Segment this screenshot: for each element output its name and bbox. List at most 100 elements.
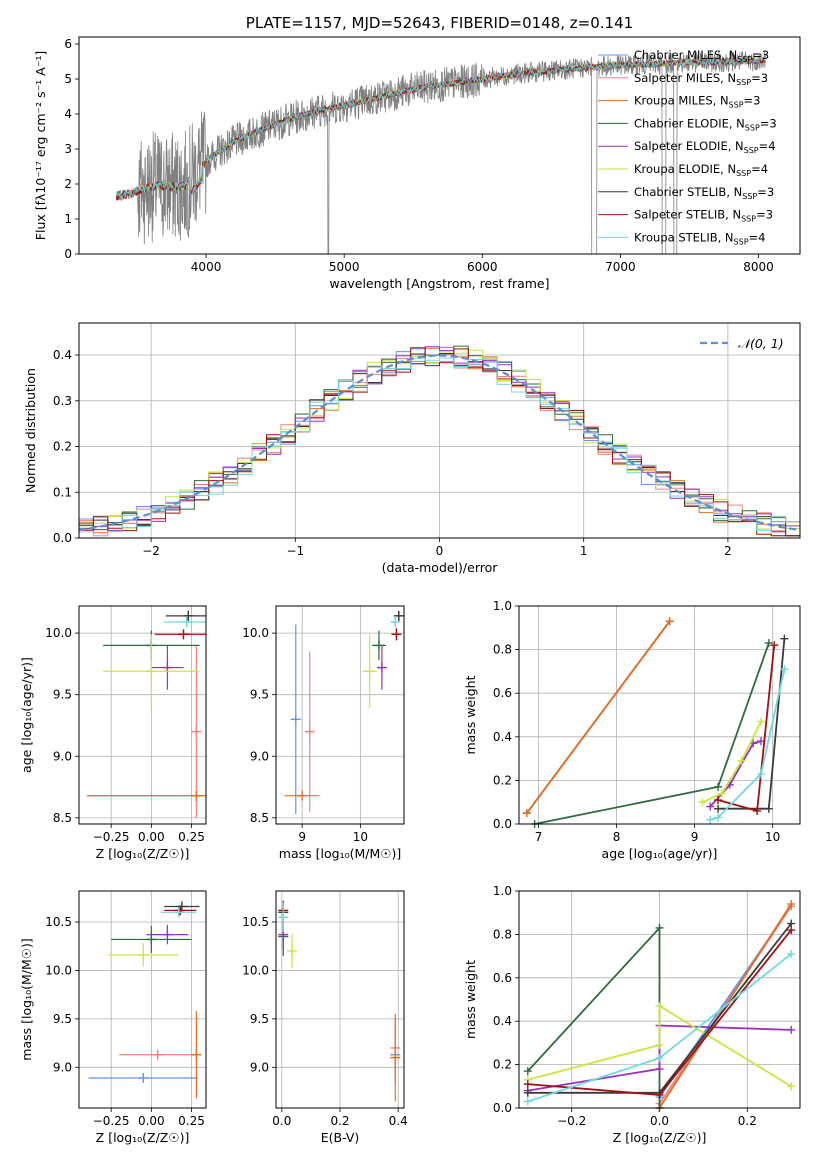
- axes-frame: [78, 36, 801, 255]
- series-kroupa_elodie: [527, 1004, 792, 1088]
- axes-mass_vs_z: −0.25 0.00 0.25 9.0 9.5 10.0 10.5 Z [log₁₀(Z/Z☉…: [19, 891, 206, 1145]
- axis-label-x: (data-model)/error: [382, 560, 499, 575]
- axis-label-y: Normed distribution: [23, 368, 38, 493]
- tick-label-y: 4: [64, 107, 72, 121]
- legend-label: Salpeter ELODIE, NSSP=4: [634, 139, 776, 155]
- tick-label-x: 9: [691, 830, 699, 844]
- tick-label-y: 10.5: [242, 915, 269, 929]
- tick-label-x: −0.2: [557, 1114, 586, 1128]
- tick-label-x: 4000: [191, 260, 222, 274]
- axis-label-y: Flux [fλ10⁻¹⁷ erg cm⁻² s⁻¹ A⁻¹]: [33, 51, 48, 240]
- weight-plot-weight_vs_z: [523, 900, 796, 1112]
- tick-label-y: 5: [64, 72, 72, 86]
- axes-weight_vs_z: −0.2 0.0 0.2 0.0 0.2 0.4 0.6 0.8 1.0 Z [log₁₀(Z/Z…: [463, 884, 800, 1145]
- tick-label-y: 1.0: [493, 599, 512, 613]
- legend-label: Salpeter MILES, NSSP=3: [634, 71, 768, 87]
- tick-label-y: 9.0: [250, 1060, 269, 1074]
- tick-label-y: 0.8: [493, 643, 512, 657]
- histogram-kroupa_stelib: [79, 357, 800, 537]
- tick-label-y: 9.5: [53, 1012, 72, 1026]
- axis-label-x: Z [log₁₀(Z/Z☉)]: [96, 1130, 190, 1145]
- tick-label-x: 0.00: [138, 830, 165, 844]
- series-chabrier_elodie: [527, 925, 661, 1108]
- axes-frame: [78, 890, 207, 1109]
- tick-label-y: 0.2: [53, 440, 72, 454]
- tick-label-y: 0: [64, 247, 72, 261]
- spectrum-legend: Chabrier MILES, NSSP=3 Salpeter MILES, NS…: [598, 48, 777, 246]
- legend-label: Kroupa MILES, NSSP=3: [634, 94, 760, 110]
- histogram-chabrier_stelib: [79, 353, 800, 537]
- axis-label-x: wavelength [Angstrom, rest frame]: [329, 276, 549, 291]
- axis-label-x: E(B-V): [321, 1130, 360, 1145]
- tick-label-x: 0.4: [389, 1114, 408, 1128]
- tick-label-y: 10.0: [242, 626, 269, 640]
- series-kroupa_miles: [526, 620, 671, 814]
- tick-label-y: 9.5: [250, 1012, 269, 1026]
- axes-frame: [275, 605, 405, 825]
- legend-label: Kroupa ELODIE, NSSP=4: [634, 162, 768, 178]
- legend-label: Chabrier ELODIE, NSSP=3: [634, 116, 777, 132]
- axes-frame: [518, 890, 801, 1109]
- axis-label-x: Z [log₁₀(Z/Z☉)]: [96, 846, 190, 861]
- errorbar-plot-mass_vs_z: [88, 901, 202, 1099]
- tick-label-y: 1.0: [493, 884, 512, 898]
- tick-label-x: −0.25: [93, 1114, 130, 1128]
- tick-label-y: 9.0: [250, 749, 269, 763]
- tick-label-y: 1: [64, 212, 72, 226]
- tick-label-x: 6000: [467, 260, 498, 274]
- normal-curve: [79, 354, 800, 532]
- tick-label-y: 10.0: [45, 626, 72, 640]
- errorbar-plot-mass_vs_ebv: [278, 900, 401, 1102]
- weight-plot-weight_vs_age: [522, 617, 789, 828]
- tick-label-x: 0.2: [738, 1114, 757, 1128]
- tick-label-x: 7: [535, 830, 543, 844]
- tick-label-y: 0.0: [53, 531, 72, 545]
- tick-label-y: 0.2: [493, 773, 512, 787]
- tick-label-y: 0.8: [493, 927, 512, 941]
- series-chabrier_elodie: [534, 642, 770, 825]
- legend-label: Kroupa STELIB, NSSP=4: [634, 230, 765, 246]
- tick-label-x: 1: [580, 544, 588, 558]
- axes-frame: [78, 605, 207, 825]
- tick-label-x: −2: [142, 544, 160, 558]
- tick-label-x: 8: [613, 830, 621, 844]
- tick-label-y: 0.6: [493, 686, 512, 700]
- tick-label-x: 10: [353, 830, 368, 844]
- axes-frame: [275, 890, 405, 1109]
- errorbar-plot-age_vs_mass: [284, 610, 404, 815]
- legend-label: Chabrier STELIB, NSSP=3: [634, 185, 774, 201]
- tick-label-x: 7000: [605, 260, 636, 274]
- series-kroupa_stelib: [709, 669, 786, 821]
- tick-label-y: 0.1: [53, 485, 72, 499]
- series-kroupa_elodie: [702, 721, 762, 804]
- tick-label-y: 0.4: [493, 730, 512, 744]
- axes-age_vs_mass: 9 10 8.5 9.0 9.5 10.0 mass [log₁₀(M/M☉)]: [242, 606, 404, 861]
- tick-label-x: 10: [765, 830, 780, 844]
- tick-label-x: 0.25: [178, 1114, 205, 1128]
- tick-label-x: 0.2: [330, 1114, 349, 1128]
- tick-label-y: 0.4: [493, 1014, 512, 1028]
- axis-label-x: age [log₁₀(age/yr)]: [602, 846, 718, 861]
- axes-spectrum: 4000 5000 6000 7000 8000 0 1 2 3 4 5 6 wavelength [A…: [33, 37, 774, 291]
- legend-label: Salpeter STELIB, NSSP=3: [634, 208, 773, 224]
- tick-label-x: 0.00: [138, 1114, 165, 1128]
- tick-label-y: 10.0: [45, 963, 72, 977]
- tick-label-x: 0.25: [178, 830, 205, 844]
- tick-label-y: 8.5: [250, 811, 269, 825]
- chart-title: PLATE=1157, MJD=52643, FIBERID=0148, z=0…: [246, 14, 633, 32]
- tick-label-y: 6: [64, 37, 72, 51]
- axis-label-y: mass weight: [463, 960, 478, 1039]
- tick-label-x: −0.25: [93, 830, 130, 844]
- tick-label-y: 0.0: [493, 817, 512, 831]
- tick-label-x: 0.0: [272, 1114, 291, 1128]
- axis-label-y: age [log₁₀(age/yr)]: [19, 657, 34, 773]
- axes-frame: [78, 322, 801, 539]
- tick-label-y: 9.5: [53, 688, 72, 702]
- tick-label-x: −1: [286, 544, 304, 558]
- axis-label-y: mass weight: [463, 675, 478, 754]
- axes-age_vs_z: −0.25 0.00 0.25 8.5 9.0 9.5 10.0 Z [log₁₀(Z/Z☉)…: [19, 606, 206, 861]
- tick-label-y: 8.5: [53, 811, 72, 825]
- tick-label-x: 5000: [329, 260, 360, 274]
- tick-label-y: 0.6: [493, 971, 512, 985]
